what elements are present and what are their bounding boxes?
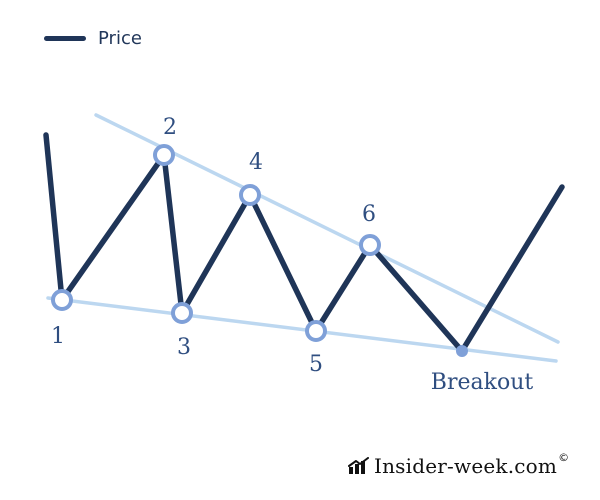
watermark: Insider-week.com © [348, 450, 570, 478]
pivot-marker-3 [171, 302, 193, 324]
watermark-text: Insider-week.com [374, 454, 558, 478]
pivot-marker-1 [51, 289, 73, 311]
pivot-markers [51, 144, 381, 342]
pivot-label-6: 6 [362, 202, 376, 227]
legend-swatch [44, 36, 86, 41]
pivot-marker-6 [359, 234, 381, 256]
pivot-marker-2 [153, 144, 175, 166]
pivot-marker-5 [305, 320, 327, 342]
pivot-label-4: 4 [249, 150, 263, 175]
legend: Price [44, 28, 142, 49]
chart-trend-icon [348, 457, 369, 474]
pivot-marker-4 [239, 184, 261, 206]
pivot-label-1: 1 [51, 324, 65, 349]
pivot-label-5: 5 [309, 352, 323, 377]
breakout-dot [456, 345, 468, 357]
lower-trendline [46, 296, 558, 363]
legend-label: Price [98, 28, 142, 49]
breakout-label: Breakout [431, 370, 534, 395]
pivot-labels: 1 2 3 4 5 6 Breakout [51, 115, 533, 395]
pivot-label-3: 3 [177, 335, 191, 360]
copyright-symbol: © [558, 450, 570, 464]
price-line [43, 132, 565, 354]
pivot-label-2: 2 [163, 115, 177, 140]
